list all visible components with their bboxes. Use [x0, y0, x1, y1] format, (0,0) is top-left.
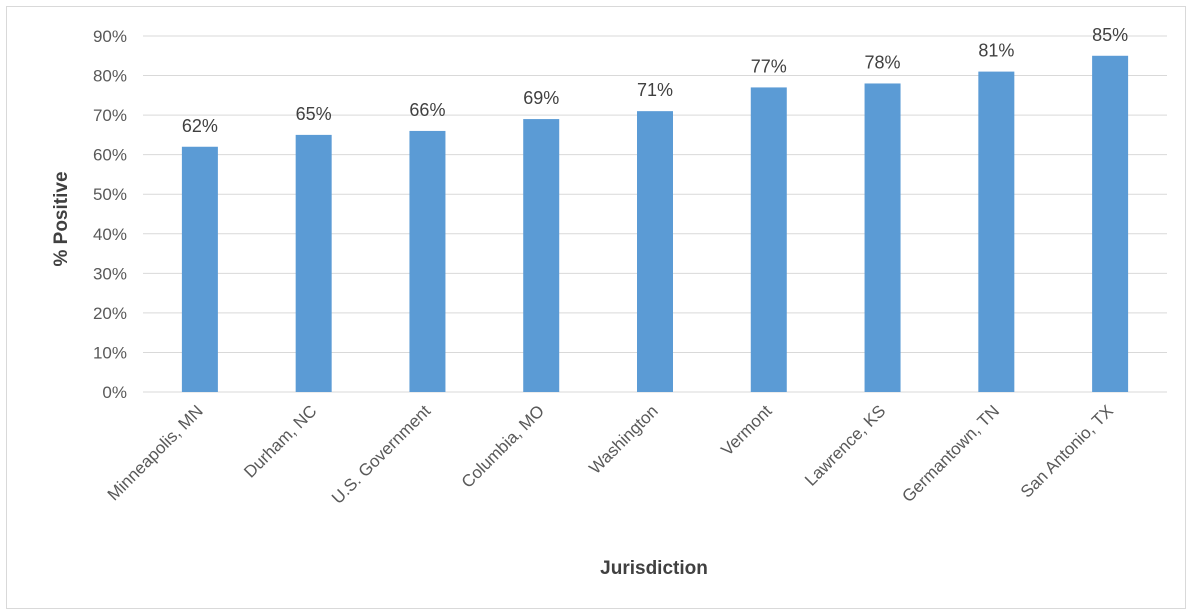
bar — [1092, 55, 1129, 393]
data-label: 66% — [409, 100, 445, 120]
bar — [409, 130, 446, 392]
bar — [637, 111, 673, 393]
y-tick-label: 20% — [93, 304, 127, 323]
bar — [523, 119, 560, 393]
bar — [978, 71, 1015, 392]
bar — [750, 87, 787, 392]
y-tick-label: 0% — [102, 383, 127, 402]
x-tick-label: Vermont — [717, 401, 775, 459]
data-labels: 62% 65% 66% 69% 71% 77% 78% 81% 85% — [182, 25, 1128, 136]
y-tick-label: 30% — [93, 264, 127, 283]
x-tick-label: San Antonio, TX — [1017, 401, 1117, 501]
chart-frame: 0% 10% 20% 30% 40% 50% 60% 70% 80% 90% 62% 65% 66% 6… — [6, 6, 1186, 609]
bar-chart: 0%10%20%30%40%50%60%70%80%90% 62%65% 66%6… — [51, 25, 1167, 579]
bar — [864, 83, 901, 392]
y-tick-label: 60% — [93, 146, 127, 165]
y-axis-title: % Positive — [51, 171, 72, 266]
data-label: 85% — [1092, 25, 1128, 45]
bars — [181, 55, 1129, 393]
x-axis-tick-labels: Minneapolis, MN Durham, NC U.S. Government… — [104, 401, 1117, 507]
data-label: 71% — [637, 80, 673, 100]
y-tick-label: 90% — [93, 27, 127, 46]
y-tick-label: 70% — [93, 106, 127, 125]
data-label: 62% — [182, 116, 218, 136]
x-tick-label: Minneapolis, MN — [104, 401, 207, 504]
x-tick-label: Washington — [585, 401, 661, 477]
x-tick-label: Durham, NC — [240, 401, 320, 481]
x-axis-title: Jurisdiction — [600, 558, 708, 579]
x-tick-label: Germantown, TN — [898, 401, 1003, 506]
bar — [295, 134, 332, 392]
y-tick-label: 80% — [93, 67, 127, 86]
x-tick-label: Lawrence, KS — [801, 401, 889, 489]
y-tick-label: 10% — [93, 343, 127, 362]
y-axis-tick-labels: 0% 10% 20% 30% 40% 50% 60% 70% 80% 90% — [93, 27, 127, 402]
data-label: 65% — [296, 104, 332, 124]
x-tick-label: Columbia, MO — [458, 401, 548, 491]
bar — [181, 146, 218, 392]
data-label: 81% — [978, 41, 1014, 61]
data-label: 77% — [751, 56, 787, 76]
y-tick-label: 40% — [93, 225, 127, 244]
data-label: 69% — [523, 88, 559, 108]
y-tick-label: 50% — [93, 185, 127, 204]
x-tick-label: U.S. Government — [328, 401, 434, 507]
data-label: 78% — [865, 52, 901, 72]
